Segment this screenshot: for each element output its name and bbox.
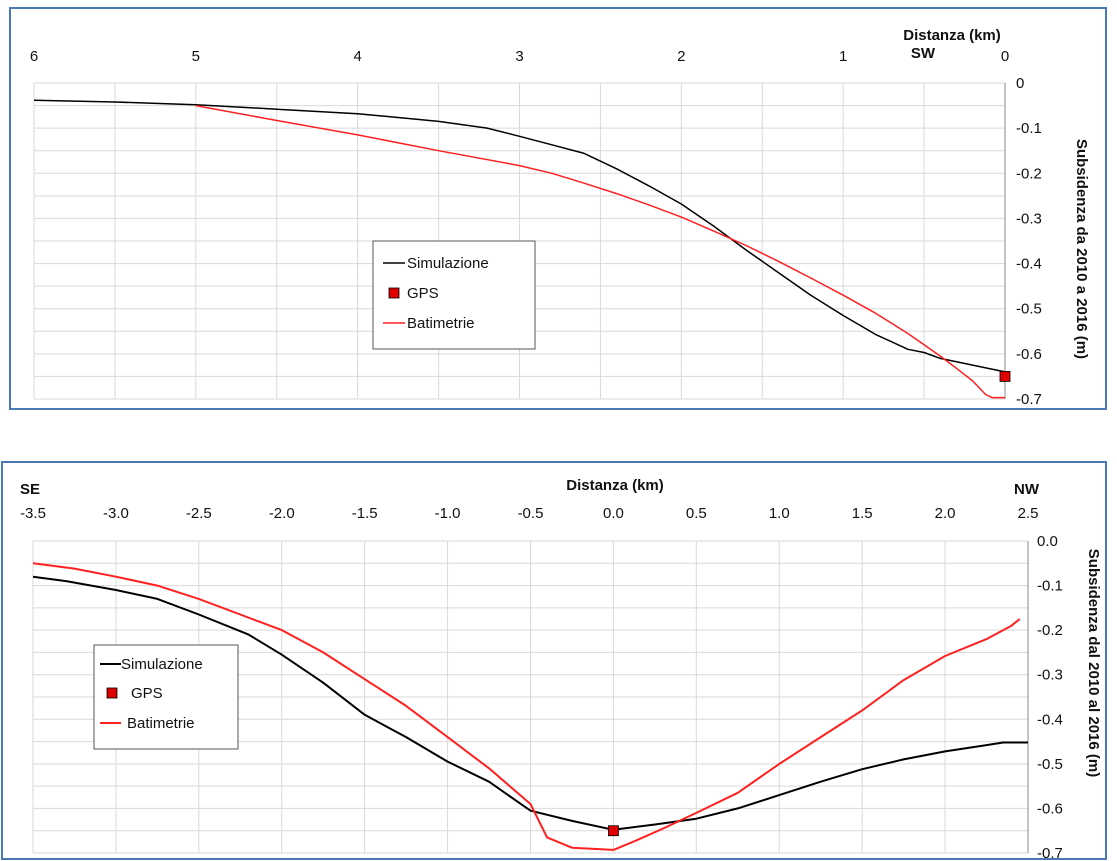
y-tick-label: -0.4	[1016, 256, 1042, 273]
y-tick-label: -0.2	[1016, 165, 1042, 182]
series-layer	[32, 562, 1028, 851]
x-tick-label: 5	[192, 48, 200, 65]
x-tick-label: -3.0	[103, 505, 129, 522]
legend-label-simulation: Simulazione	[121, 656, 203, 673]
x-tick-label: -0.5	[518, 505, 544, 522]
legend-label-bathymetry: Batimetrie	[127, 715, 195, 732]
x-tick-label: 2	[677, 48, 685, 65]
y-tick-labels: 0.0 -0.1 -0.2 -0.3 -0.4 -0.5 -0.6 -0.7	[1037, 533, 1063, 858]
grid	[32, 540, 1029, 854]
chart-svg-se-nw: -3.5 -3.0 -2.5 -2.0 -1.5 -1.0 -0.5 0.0 0.5 1.0 1.5…	[20, 477, 1102, 858]
y-tick-label: -0.6	[1037, 800, 1063, 817]
x-axis-title: Distanza (km)	[566, 477, 664, 494]
y-axis-title: Subsidenza dal 2010 al 2016 (m)	[1085, 549, 1102, 777]
x-tick-label: 0	[1001, 48, 1009, 65]
x-tick-label: 4	[353, 48, 361, 65]
gps-marker	[608, 825, 619, 837]
direction-label-nw: NW	[1014, 481, 1040, 498]
direction-label-se: SE	[20, 481, 40, 498]
x-tick-label: 1.0	[769, 505, 790, 522]
legend-label-bathymetry: Batimetrie	[407, 315, 475, 332]
series-line-simulation	[33, 99, 1006, 373]
y-tick-label: 0	[1016, 75, 1024, 92]
x-axis-title: Distanza (km)	[903, 27, 1001, 44]
legend-label-gps: GPS	[131, 685, 163, 702]
x-tick-label: -2.5	[186, 505, 212, 522]
x-tick-label: 2.0	[935, 505, 956, 522]
x-tick-labels: 6 5 4 3 2 1 0	[30, 48, 1009, 65]
legend: Simulazione GPS Batimetrie	[93, 644, 239, 750]
legend-box	[93, 644, 239, 750]
series-line-bathymetry	[32, 562, 1021, 851]
y-tick-label: -0.7	[1016, 391, 1042, 408]
series-line-bathymetry	[195, 104, 1005, 399]
y-tick-label: -0.1	[1016, 120, 1042, 137]
legend-label-gps: GPS	[407, 285, 439, 302]
chart-panel-subsidence-se-nw: -3.5 -3.0 -2.5 -2.0 -1.5 -1.0 -0.5 0.0 0.5 1.0 1.5…	[1, 461, 1107, 860]
x-tick-label: 2.5	[1018, 505, 1039, 522]
x-tick-label: 6	[30, 48, 38, 65]
x-tick-label: 1.5	[852, 505, 873, 522]
legend-box	[372, 240, 536, 350]
x-tick-label: -3.5	[20, 505, 46, 522]
x-tick-label: 0.0	[603, 505, 624, 522]
y-tick-labels: 0 -0.1 -0.2 -0.3 -0.4 -0.5 -0.6 -0.7	[1016, 75, 1042, 408]
legend-label-simulation: Simulazione	[407, 255, 489, 272]
x-tick-label: -2.0	[269, 505, 295, 522]
y-tick-label: -0.4	[1037, 711, 1063, 728]
y-tick-label: -0.3	[1016, 210, 1042, 227]
y-axis-title: Subsidenza da 2010 a 2016 (m)	[1073, 139, 1090, 359]
y-tick-label: -0.7	[1037, 845, 1063, 858]
gps-marker	[999, 371, 1011, 382]
x-tick-label: 3	[515, 48, 523, 65]
y-tick-label: -0.2	[1037, 622, 1063, 639]
y-tick-label: 0.0	[1037, 533, 1058, 550]
chart-svg-sw: 6 5 4 3 2 1 0 0 -0.1 -0.2 -0.3 -0.4 -0.5 -0.6 -0.7 Di…	[30, 27, 1090, 408]
x-tick-label: 0.5	[686, 505, 707, 522]
series-line-simulation	[32, 575, 1028, 831]
series-layer	[33, 99, 1011, 399]
y-tick-label: -0.5	[1016, 301, 1042, 318]
x-tick-label: -1.0	[435, 505, 461, 522]
y-tick-label: -0.3	[1037, 667, 1063, 684]
chart-panel-subsidence-sw: 6 5 4 3 2 1 0 0 -0.1 -0.2 -0.3 -0.4 -0.5 -0.6 -0.7 Di…	[9, 7, 1107, 410]
y-tick-label: -0.6	[1016, 346, 1042, 363]
x-tick-label: -1.5	[352, 505, 378, 522]
x-tick-label: 1	[839, 48, 847, 65]
legend-swatch-gps	[106, 687, 118, 699]
direction-label-sw: SW	[911, 45, 936, 62]
y-tick-label: -0.1	[1037, 578, 1063, 595]
y-tick-label: -0.5	[1037, 756, 1063, 773]
grid	[33, 82, 1006, 400]
legend-swatch-gps	[388, 287, 400, 299]
legend: Simulazione GPS Batimetrie	[372, 240, 536, 350]
x-tick-labels: -3.5 -3.0 -2.5 -2.0 -1.5 -1.0 -0.5 0.0 0.5 1.0 1.5…	[20, 505, 1038, 522]
